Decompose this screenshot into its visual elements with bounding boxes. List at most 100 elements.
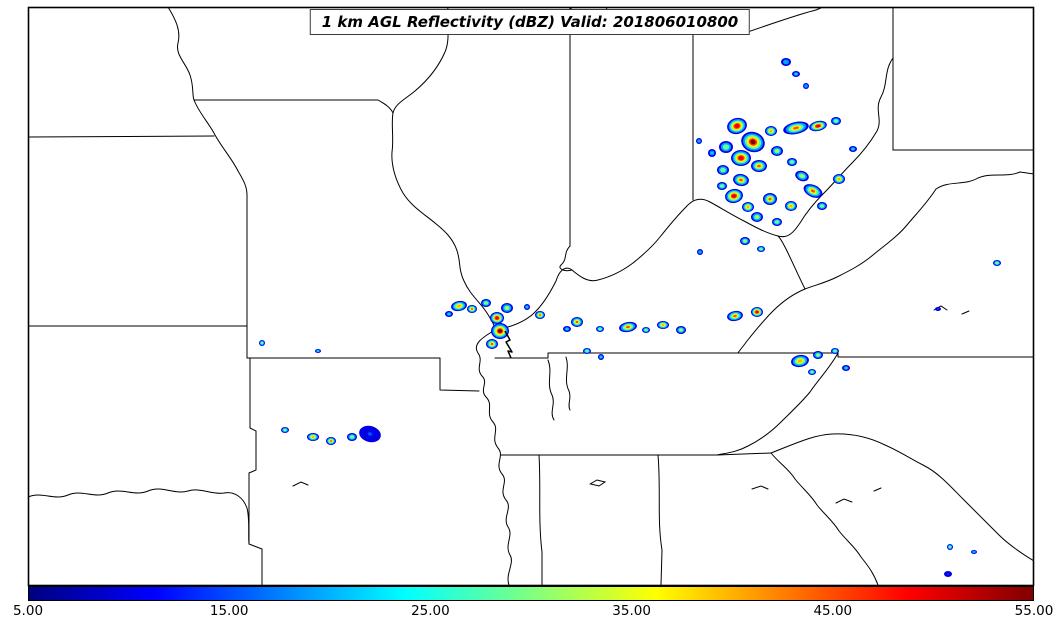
- colorbar: [28, 586, 1034, 601]
- radar-echo-ring: [586, 350, 588, 352]
- radar-echo-ring: [947, 573, 949, 575]
- radar-echo-ring: [490, 342, 494, 346]
- river-squiggle: [835, 498, 853, 504]
- border-red-river: [28, 488, 250, 545]
- border-lake-erie: [741, 7, 824, 35]
- radar-echo-ring: [732, 194, 736, 198]
- radar-echo-ring: [566, 328, 568, 330]
- radar-echo-ring: [645, 329, 647, 331]
- border-mississippi-river-upper: [391, 7, 496, 331]
- radar-echo-ring: [724, 145, 728, 149]
- radar-echo-ring: [720, 185, 724, 187]
- radar-echo-ring: [457, 304, 461, 308]
- colorbar-tick-label: 35.00: [612, 603, 651, 619]
- radar-echo-ring: [498, 329, 502, 333]
- radar-echo-ring: [769, 129, 773, 133]
- small-rivers: [292, 305, 970, 504]
- radar-echo-ring: [484, 302, 488, 304]
- colorbar-tick-label: 5.00: [12, 603, 44, 619]
- map-frame: [27, 6, 1035, 587]
- border-36-5-parallel: [494, 352, 1034, 359]
- radar-echo-ring: [526, 306, 528, 308]
- border-lake-barkley: [565, 356, 571, 411]
- radar-echo-ring: [261, 342, 263, 344]
- radar-echo-ring: [750, 139, 756, 145]
- radar-echo-ring: [367, 432, 373, 436]
- radar-echo-ring: [768, 197, 772, 201]
- border-georgia-southcarolina: [770, 452, 879, 585]
- radar-echo-ring: [837, 177, 841, 181]
- radar-echo-ring: [721, 168, 725, 172]
- border-mississippi-alabama: [538, 454, 543, 585]
- radar-echo-ring: [810, 189, 816, 193]
- river-squiggle: [961, 310, 970, 315]
- radar-echo-ring: [775, 221, 779, 223]
- map-title-text: 1 km AGL Reflectivity (dBZ) Valid: 20180…: [321, 13, 739, 31]
- radar-echo-ring: [599, 328, 601, 330]
- radar-echo-ring: [538, 314, 542, 316]
- radar-echo-ring: [852, 148, 854, 150]
- radar-echo-ring: [505, 306, 509, 310]
- map-title: 1 km AGL Reflectivity (dBZ) Valid: 20180…: [309, 9, 751, 35]
- colorbar-tick-label: 25.00: [411, 603, 450, 619]
- radar-echo-ring: [495, 316, 499, 320]
- radar-echo-ring: [733, 314, 737, 318]
- radar-echo-ring: [738, 156, 744, 160]
- radar-echo-ring: [755, 310, 759, 314]
- radar-echo-ring: [789, 204, 793, 208]
- radar-echo-ring: [790, 161, 794, 163]
- radar-echo-ring: [798, 359, 802, 363]
- radar-echo-ring: [793, 126, 799, 130]
- border-potomac-river: [935, 171, 1034, 190]
- river-squiggle: [751, 485, 769, 490]
- radar-echo-ring: [317, 350, 319, 352]
- river-squiggle: [292, 481, 309, 487]
- state-borders: [28, 7, 1034, 585]
- radar-echo-ring: [661, 324, 665, 326]
- border-big-sandy-river: [777, 235, 806, 290]
- border-georgia-northcarolina: [716, 452, 772, 456]
- radar-echo-ring: [775, 149, 779, 153]
- radar-echo-ring: [350, 436, 354, 438]
- radar-echo-ring: [600, 356, 602, 358]
- border-missouri-river: [167, 7, 248, 196]
- radar-echo-ring: [470, 308, 474, 310]
- radar-echo-ring: [284, 429, 286, 431]
- colorbar-ticks: 5.00 15.00 25.00 35.00 45.00 55.00: [13, 603, 1053, 625]
- radar-echo-ring: [845, 367, 847, 369]
- colorbar-tick-label: 15.00: [209, 603, 249, 619]
- colorbar-tick-label: 45.00: [813, 603, 853, 619]
- border-westvirginia-virginia: [737, 188, 937, 354]
- radar-echo-ring: [711, 152, 713, 154]
- border-northcarolina-southcarolina: [770, 433, 1034, 562]
- radar-echo-ring: [834, 120, 838, 122]
- border-kentucky-lake: [547, 359, 555, 421]
- radar-echo-ring: [755, 215, 759, 219]
- radar-echo-ring: [757, 164, 761, 168]
- colorbar-tick-label: 55.00: [1014, 603, 1054, 619]
- radar-echo-ring: [820, 205, 824, 207]
- radar-echo-ring: [698, 140, 700, 142]
- border-iowa-missouri: [193, 99, 394, 114]
- radar-echo-ring: [743, 240, 747, 242]
- border-alabama-georgia: [657, 454, 663, 585]
- radar-echo-ring: [800, 174, 804, 178]
- radar-echo-ring: [329, 440, 333, 442]
- border-mississippi-river-lower: [475, 329, 512, 585]
- radar-echo-ring: [734, 124, 740, 128]
- radar-echoes: [259, 58, 1001, 577]
- radar-echo-ring: [805, 85, 807, 87]
- radar-echo-ring: [679, 329, 683, 331]
- radar-echo-ring: [575, 320, 579, 324]
- border-missouri-arkansas: [246, 357, 480, 392]
- river-squiggle: [589, 479, 607, 487]
- border-arkansas-west: [248, 357, 263, 585]
- radar-echo-ring: [834, 350, 836, 352]
- radar-echo-ring: [816, 354, 820, 356]
- radar-echo-ring: [996, 262, 998, 264]
- radar-echo-ring: [795, 73, 797, 75]
- radar-echo-ring: [311, 436, 315, 438]
- radar-echo-ring: [699, 251, 701, 253]
- radar-echo-ring: [739, 178, 743, 182]
